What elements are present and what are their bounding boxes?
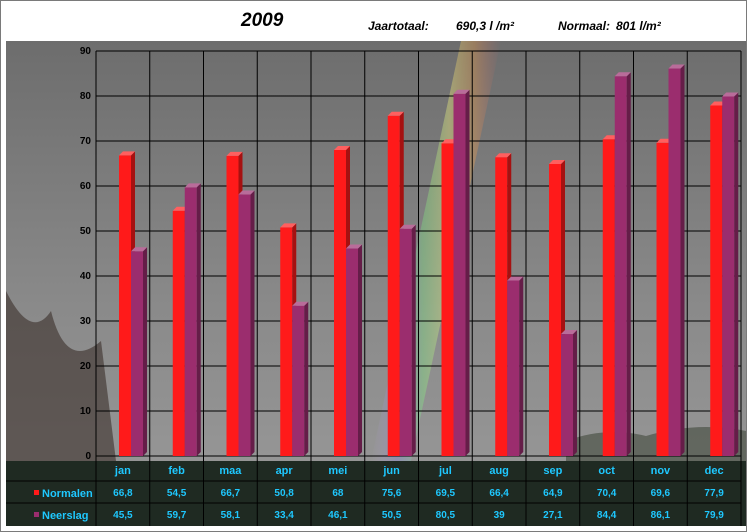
x-tick-label: maa [219,465,242,477]
x-tick-label: feb [168,465,185,477]
bars [119,64,739,457]
background-photo [6,41,746,526]
y-axis: 0 10 20 30 40 50 60 70 80 90 [80,46,92,462]
data-label-neerslag: 86,1 [651,510,671,521]
legend-label-normalen: Normalen [42,488,93,500]
bar-neerslag-dec [722,92,739,456]
data-table: jan 66,8 45,5 feb 54,5 59,7 maa 66,7 58,1 apr 50,8… [6,456,742,526]
data-label-neerslag: 59,7 [167,510,187,521]
normal-total-label: Normaal: [558,19,611,33]
data-label-normalen: 69,6 [651,488,671,499]
year-total-label: Jaartotaal: [368,19,429,33]
data-label-normalen: 50,8 [274,488,294,499]
bar-neerslag-sep [561,330,577,456]
y-tick-label: 70 [80,136,92,147]
data-label-neerslag: 79,9 [704,510,724,521]
normal-total-value: 801 l/m² [616,19,661,33]
data-label-normalen: 70,4 [597,488,617,499]
data-label-neerslag: 50,5 [382,510,402,521]
chart-title: 2009 [241,10,284,31]
y-tick-label: 90 [80,46,92,57]
data-label-neerslag: 39 [494,510,506,521]
data-label-neerslag: 46,1 [328,510,348,521]
bar-neerslag-maa [238,190,255,457]
legend-swatch-normalen [34,490,39,495]
data-label-normalen: 68 [332,488,344,499]
bar-neerslag-jan [131,247,147,456]
y-tick-label: 40 [80,271,92,282]
chart-header: 2009 Jaartotaal: 690,3 l /m² Normaal: 80… [1,1,746,41]
data-label-normalen: 69,5 [436,488,456,499]
data-label-neerslag: 80,5 [436,510,456,521]
x-tick-label: jan [114,465,131,477]
x-tick-label: apr [276,465,294,477]
bar-neerslag-jul [453,89,470,456]
data-label-normalen: 77,9 [704,488,724,499]
bar-neerslag-aug [507,276,524,456]
x-tick-label: mei [328,465,347,477]
x-tick-label: oct [598,465,615,477]
y-tick-label: 60 [80,181,92,192]
bar-neerslag-apr [292,301,309,456]
data-label-neerslag: 27,1 [543,510,563,521]
gridlines [95,50,742,457]
legend-swatch-neerslag [34,512,39,517]
bar-neerslag-nov [668,64,685,457]
y-tick-label: 50 [80,226,92,237]
y-tick-label: 0 [85,451,91,462]
data-label-neerslag: 33,4 [274,510,294,521]
x-tick-label: nov [651,465,671,477]
bar-neerslag-mei [346,244,362,456]
x-tick-label: jun [382,465,400,477]
data-label-normalen: 66,7 [221,488,241,499]
x-tick-label: aug [489,465,509,477]
data-label-normalen: 66,8 [113,488,133,499]
data-label-normalen: 64,9 [543,488,563,499]
data-label-neerslag: 84,4 [597,510,617,521]
data-label-normalen: 66,4 [489,488,509,499]
y-tick-label: 10 [80,406,92,417]
year-total-value: 690,3 l /m² [456,19,515,33]
y-tick-label: 80 [80,91,92,102]
bar-neerslag-oct [614,72,631,456]
data-label-normalen: 54,5 [167,488,187,499]
data-label-neerslag: 58,1 [221,510,241,521]
y-tick-label: 20 [80,361,92,372]
legend-label-neerslag: Neerslag [42,510,88,522]
bar-neerslag-jun [399,224,416,456]
y-tick-label: 30 [80,316,92,327]
x-tick-label: jul [438,465,452,477]
bar-chart: 0 10 20 30 40 50 60 70 80 90 jan 66,8 45,5 feb 54,5 59… [6,41,746,526]
data-label-normalen: 75,6 [382,488,402,499]
x-tick-label: dec [705,465,724,477]
bar-neerslag-feb [184,183,201,456]
data-label-neerslag: 45,5 [113,510,133,521]
x-tick-label: sep [543,465,562,477]
